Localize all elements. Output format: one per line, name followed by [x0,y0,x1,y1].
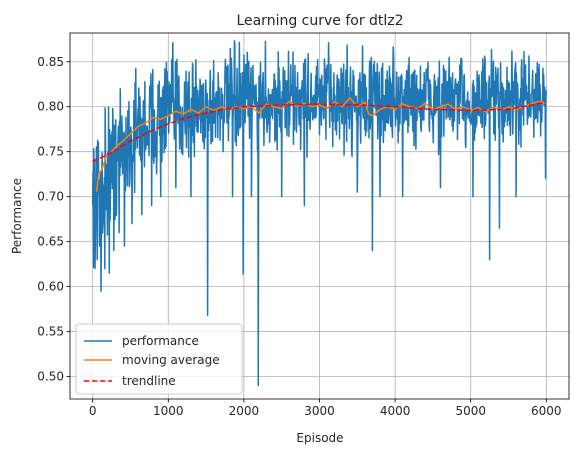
x-tick-label: 3000 [304,404,335,418]
legend-label-trendline: trendline [122,374,176,388]
x-axis-ticks: 0 1000 2000 3000 4000 5000 6000 [89,399,562,418]
x-tick-label: 5000 [455,404,486,418]
legend-label-moving-average: moving average [122,353,220,367]
y-tick-label: 0.80 [37,100,64,114]
y-tick-label: 0.50 [37,370,64,384]
plot-lines [91,40,548,387]
x-tick-label: 4000 [380,404,411,418]
y-tick-label: 0.60 [37,280,64,294]
x-tick-label: 2000 [229,404,260,418]
y-axis-ticks: 0.50 0.55 0.60 0.65 0.70 0.75 0.80 0.85 [37,55,70,384]
moving-average-series [95,97,547,193]
x-tick-label: 6000 [531,404,562,418]
moving-average-line [95,97,547,193]
x-tick-label: 0 [89,404,97,418]
trendline-series [92,101,547,163]
performance-line [91,40,548,387]
legend-label-performance: performance [122,334,199,348]
trendline-line [92,101,547,163]
y-tick-label: 0.85 [37,55,64,69]
y-axis-label: Performance [10,178,24,254]
x-axis-label: Episode [296,431,343,445]
y-tick-label: 0.70 [37,190,64,204]
performance-series [91,40,548,387]
legend-box [75,323,243,395]
y-tick-label: 0.65 [37,235,64,249]
x-tick-label: 1000 [153,404,184,418]
y-tick-label: 0.55 [37,325,64,339]
chart-title: Learning curve for dtlz2 [236,13,403,29]
legend: performance moving average trendline [75,323,243,395]
y-tick-label: 0.75 [37,145,64,159]
